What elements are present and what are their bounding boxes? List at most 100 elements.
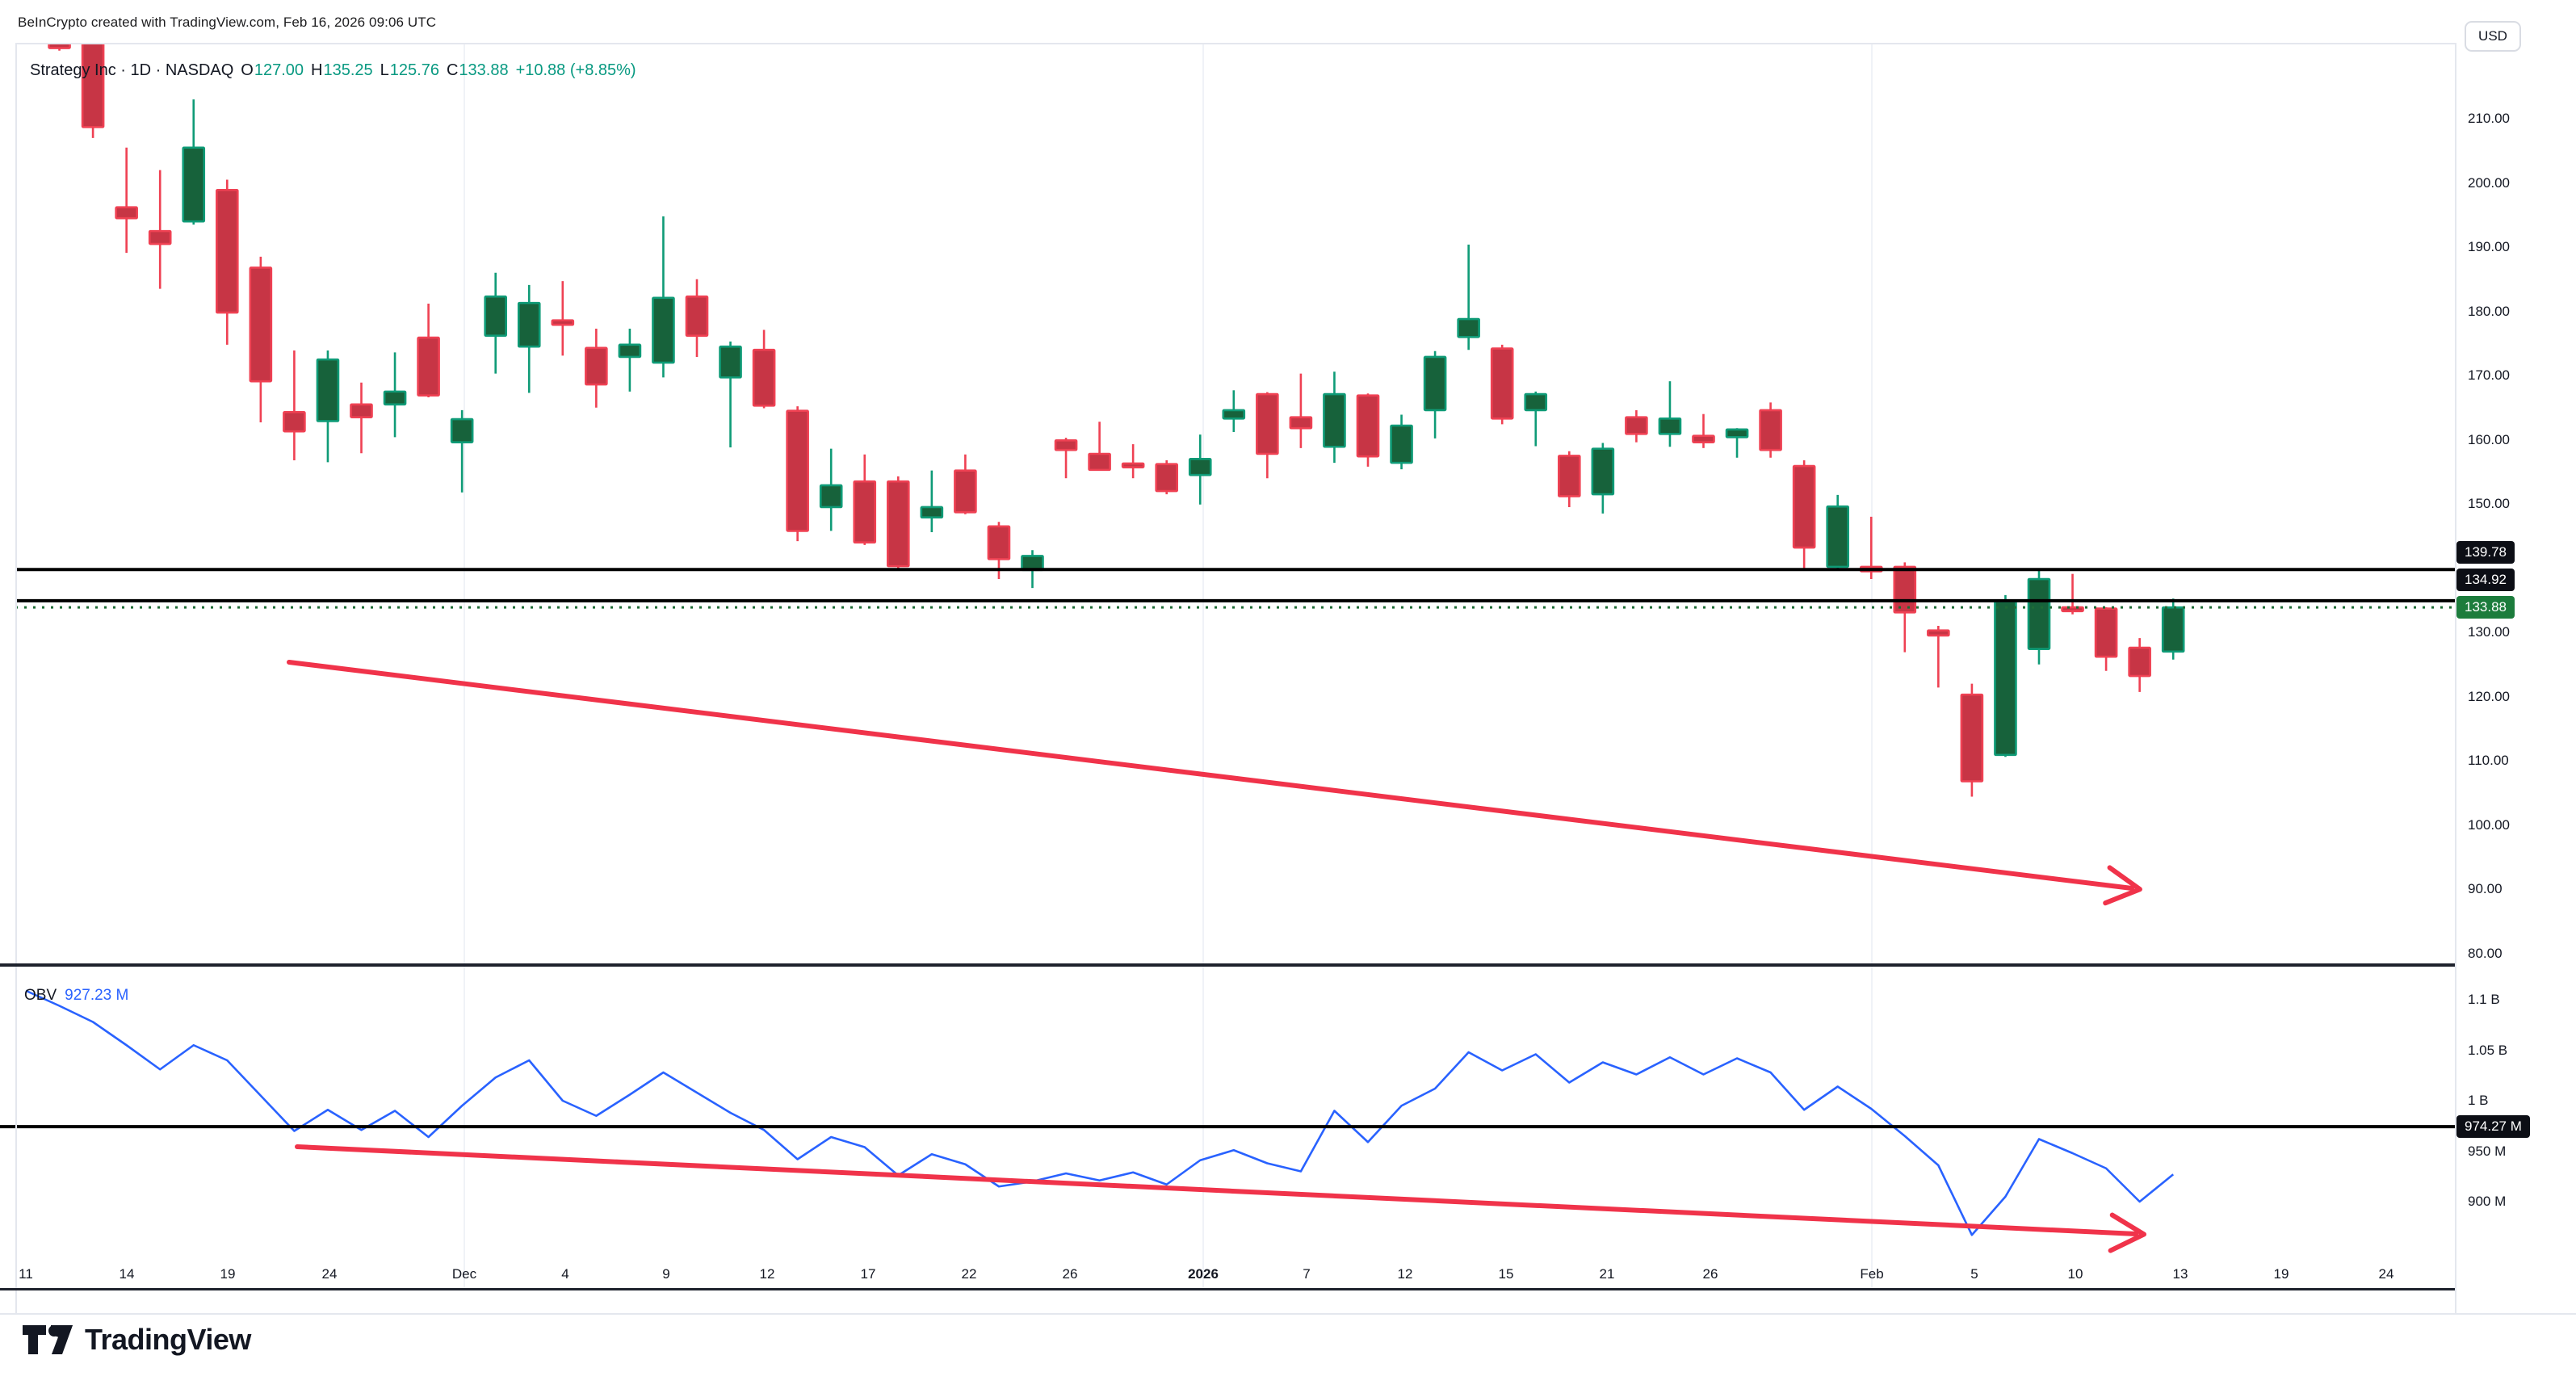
candle-body [1289, 416, 1313, 430]
time-tick-label: 7 [1303, 1266, 1311, 1282]
candle-body [1054, 439, 1078, 451]
candle [719, 341, 742, 448]
price-scale-border[interactable] [2455, 43, 2456, 1315]
obv-indicator-legend[interactable]: OBV 927.23 M [24, 987, 128, 1005]
candle-body [1960, 693, 1984, 783]
candle-body [316, 358, 340, 422]
candle-body [1927, 629, 1950, 637]
candle [350, 382, 373, 454]
currency-badge[interactable]: USD [2465, 21, 2521, 52]
candle [1960, 683, 1984, 797]
candle-body [719, 345, 742, 379]
candle-body [1390, 424, 1413, 464]
candle [2128, 638, 2151, 692]
candle [48, 43, 71, 51]
candle [1558, 451, 1581, 507]
candle [1792, 460, 1816, 571]
candle-body [1457, 317, 1480, 338]
candle [752, 329, 776, 409]
panel-top-border [15, 43, 2455, 44]
candle-body [1658, 417, 1682, 435]
obv-tick-label: 1 B [2468, 1093, 2489, 1108]
trendline-arrowhead [2103, 865, 2142, 906]
time-tick-label: 26 [1062, 1266, 1078, 1282]
candle [920, 470, 944, 532]
candle-body [819, 484, 843, 509]
pane-separator[interactable] [0, 963, 2455, 967]
candle [1088, 422, 1111, 472]
price-tick-label: 130.00 [2468, 624, 2510, 640]
time-tick-label: 2026 [1188, 1266, 1219, 1282]
obv-label: OBV [24, 987, 57, 1004]
time-tick-label: 17 [860, 1266, 876, 1282]
candle-body [2128, 646, 2151, 678]
candle [1625, 409, 1648, 443]
candle [316, 350, 340, 463]
candle [517, 284, 541, 393]
candle [1725, 428, 1749, 458]
candle-body [1121, 462, 1145, 468]
candle-body [2161, 606, 2185, 653]
candle [652, 216, 675, 378]
time-tick-label: 12 [1397, 1266, 1413, 1282]
obv-level-badge: 974.27 M [2456, 1115, 2530, 1139]
obv-tick-label: 1.1 B [2468, 992, 2500, 1007]
obv-tick-label: 950 M [2468, 1143, 2507, 1159]
candle [115, 147, 138, 254]
candle [1524, 391, 1548, 447]
candle [1692, 413, 1715, 448]
candle-body [585, 346, 608, 386]
candle [954, 454, 977, 514]
candle [685, 279, 709, 357]
candle [1457, 244, 1480, 350]
open-value: 127.00 [254, 61, 304, 79]
candle-body [685, 295, 709, 338]
change-value: +10.88 (+8.85%) [515, 61, 636, 79]
obv-pane-bottom-border [0, 1288, 2455, 1290]
candle [283, 350, 306, 460]
level-price-badge: 134.92 [2456, 569, 2515, 591]
month-gridlines [464, 43, 1873, 1288]
candle-body [215, 188, 239, 314]
candle-body [450, 418, 474, 443]
obv-trendline[interactable] [295, 1144, 2146, 1253]
close-label: C [446, 61, 459, 79]
candle-body [1155, 463, 1178, 493]
candle-body [920, 506, 944, 518]
candle [1121, 444, 1145, 479]
candle [215, 179, 239, 345]
time-tick-label: 21 [1599, 1266, 1615, 1282]
candle-body [417, 336, 440, 397]
candle-body [81, 43, 105, 128]
candle [786, 406, 809, 542]
time-tick-label: Dec [451, 1266, 477, 1282]
symbol-title: Strategy Inc · 1D · NASDAQ [30, 61, 234, 79]
candle-body [182, 146, 206, 223]
candle-body [283, 411, 306, 433]
tradingview-logo[interactable]: TradingView [22, 1323, 251, 1357]
candle [417, 303, 440, 398]
candle-body [1423, 355, 1447, 412]
candle-body [1088, 452, 1111, 472]
price-levels [15, 568, 2455, 609]
candle [1390, 414, 1413, 470]
high-label: H [311, 61, 323, 79]
time-tick-label: 24 [2378, 1266, 2394, 1282]
time-tick-label: 5 [1970, 1266, 1978, 1282]
symbol-legend[interactable]: Strategy Inc · 1D · NASDAQ O 127.00 H 135.… [30, 61, 636, 80]
time-tick-label: 26 [1702, 1266, 1718, 1282]
candle [2061, 573, 2084, 615]
candle-body [383, 390, 407, 406]
candle [383, 352, 407, 438]
candle [2094, 606, 2118, 671]
candle [484, 272, 508, 374]
price-trendline[interactable] [287, 660, 2142, 906]
candle [1658, 381, 1682, 447]
candle-body [786, 409, 809, 532]
level-price-badge: 139.78 [2456, 541, 2515, 564]
trendline-arrowhead [2108, 1212, 2146, 1253]
candle-body [887, 480, 910, 568]
price-tick-label: 160.00 [2468, 431, 2510, 447]
time-tick-label: 22 [961, 1266, 977, 1282]
